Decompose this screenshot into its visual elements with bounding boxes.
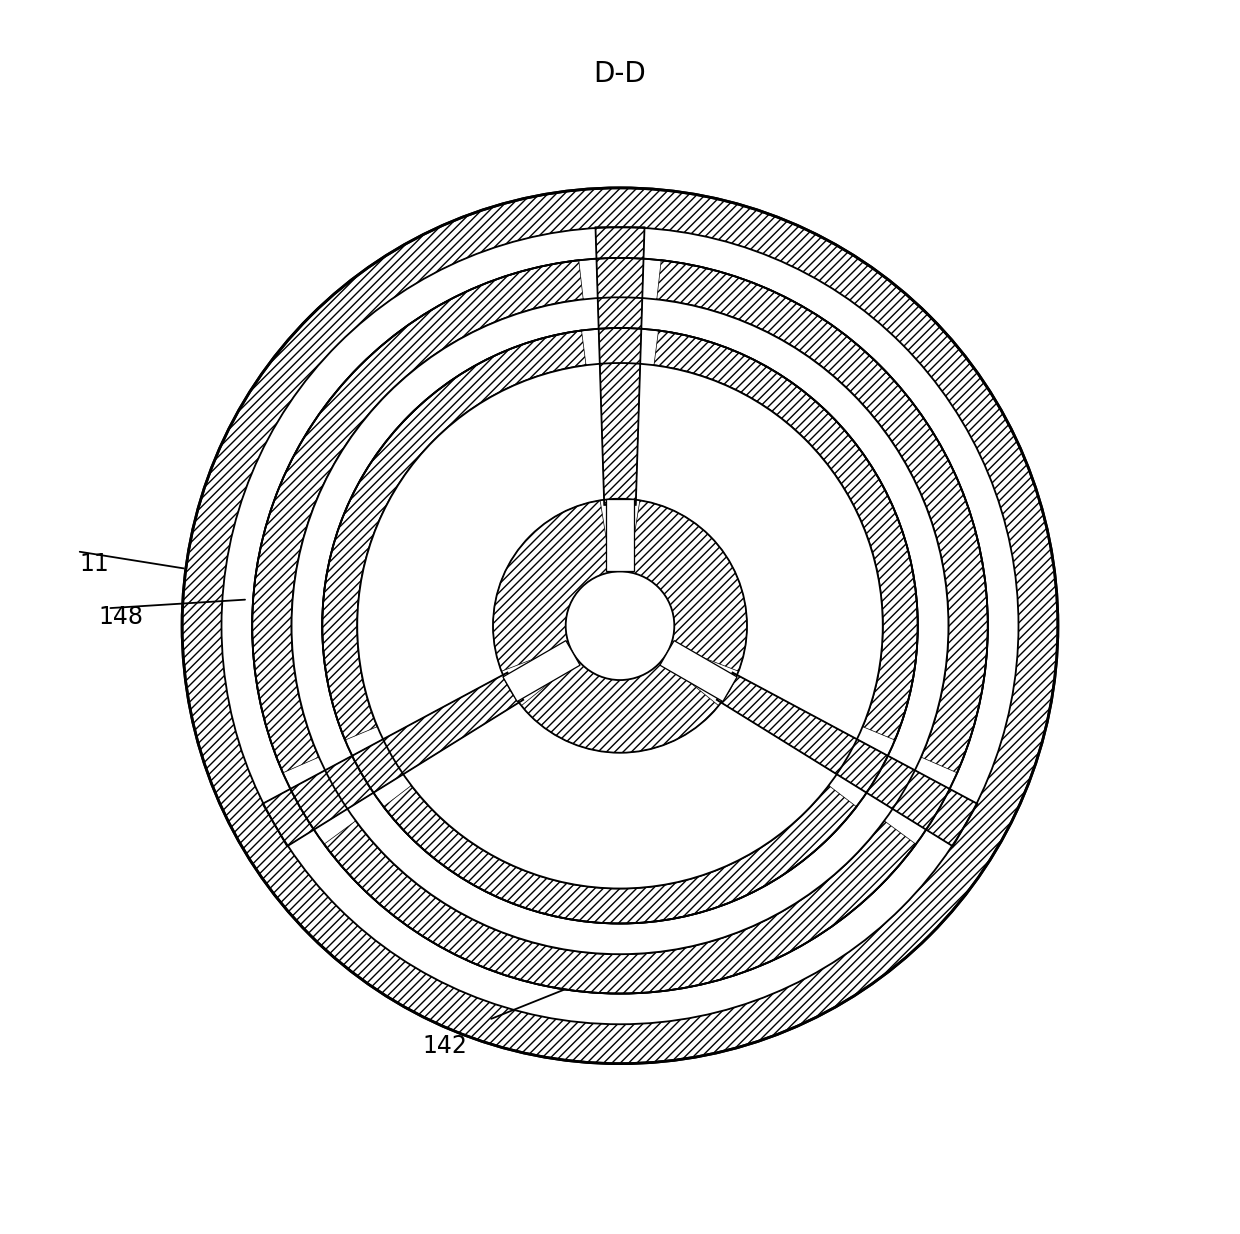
Wedge shape [383,785,857,923]
Text: 142: 142 [423,1034,467,1058]
Circle shape [357,363,883,888]
Wedge shape [324,821,916,993]
Circle shape [291,297,949,954]
Circle shape [222,227,1018,1024]
Circle shape [565,571,675,680]
Text: 11: 11 [79,553,109,576]
Wedge shape [629,500,746,671]
Polygon shape [717,673,977,847]
Wedge shape [494,500,611,671]
Circle shape [182,188,1058,1064]
Polygon shape [595,227,645,505]
Polygon shape [606,499,634,571]
Wedge shape [657,260,988,772]
Text: 146: 146 [816,474,862,497]
Polygon shape [263,673,523,847]
Text: 461: 461 [518,596,564,621]
Polygon shape [660,640,737,702]
Text: 147: 147 [475,482,520,506]
Wedge shape [252,260,583,772]
Wedge shape [653,331,918,740]
Wedge shape [182,188,1058,1064]
Wedge shape [521,660,719,753]
Text: D-D: D-D [594,60,646,88]
Wedge shape [322,331,587,740]
Text: 148: 148 [98,605,144,629]
Polygon shape [503,640,580,702]
